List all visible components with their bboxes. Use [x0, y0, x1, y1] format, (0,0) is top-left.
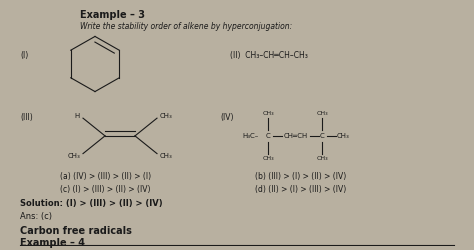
Text: Example – 4: Example – 4 [20, 238, 85, 248]
Text: CH═CH: CH═CH [284, 133, 308, 139]
Text: (d) (II) > (I) > (III) > (IV): (d) (II) > (I) > (III) > (IV) [255, 185, 346, 194]
Text: CH₃: CH₃ [316, 156, 328, 160]
Text: CH₃: CH₃ [67, 152, 80, 158]
Text: (a) (IV) > (III) > (II) > (I): (a) (IV) > (III) > (II) > (I) [60, 172, 151, 181]
Text: CH₃: CH₃ [160, 113, 173, 119]
Text: CH₃: CH₃ [160, 152, 173, 158]
Text: Write the stability order of alkene by hyperconjugation:: Write the stability order of alkene by h… [80, 22, 292, 31]
Text: Solution: (I) > (III) > (II) > (IV): Solution: (I) > (III) > (II) > (IV) [20, 199, 163, 208]
Text: Ans: (c): Ans: (c) [20, 212, 52, 221]
Text: CH₃: CH₃ [316, 111, 328, 116]
Text: H₃C–: H₃C– [242, 133, 258, 139]
Text: CH₃: CH₃ [262, 156, 274, 160]
Text: Example – 3: Example – 3 [80, 10, 145, 20]
Text: (IV): (IV) [220, 113, 234, 122]
Text: H: H [75, 113, 80, 119]
Text: CH₃: CH₃ [262, 111, 274, 116]
Text: (III): (III) [20, 113, 33, 122]
Text: Carbon free radicals: Carbon free radicals [20, 226, 132, 236]
Text: (c) (I) > (III) > (II) > (IV): (c) (I) > (III) > (II) > (IV) [60, 185, 151, 194]
Text: CH₃: CH₃ [337, 133, 350, 139]
Text: (I): (I) [20, 51, 28, 60]
Text: C: C [265, 133, 270, 139]
Text: (b) (III) > (I) > (II) > (IV): (b) (III) > (I) > (II) > (IV) [255, 172, 346, 181]
Text: C: C [319, 133, 324, 139]
Text: (II)  CH₃–CH═CH–CH₃: (II) CH₃–CH═CH–CH₃ [230, 51, 308, 60]
